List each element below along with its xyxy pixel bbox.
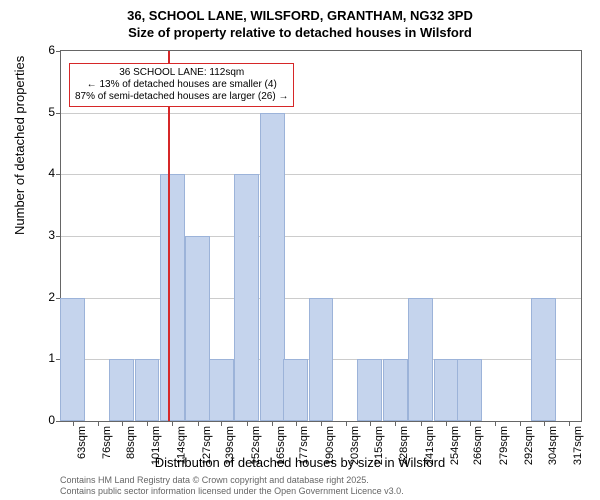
y-tick-label: 5 [48, 105, 55, 119]
y-tick [56, 236, 61, 237]
bar [309, 298, 334, 421]
bar [408, 298, 433, 421]
x-tick [147, 421, 148, 426]
x-tick [495, 421, 496, 426]
chart-container: 36, SCHOOL LANE, WILSFORD, GRANTHAM, NG3… [0, 0, 600, 500]
gridline [61, 236, 581, 237]
x-tick [296, 421, 297, 426]
footer-line2: Contains public sector information licen… [60, 486, 404, 497]
y-tick-label: 4 [48, 166, 55, 180]
x-tick-label: 317sqm [572, 426, 584, 465]
bar [160, 174, 185, 421]
bar [357, 359, 382, 421]
x-tick-label: 88sqm [125, 426, 137, 459]
y-tick-label: 1 [48, 351, 55, 365]
x-tick-label: 292sqm [523, 426, 535, 465]
x-tick-label: 165sqm [275, 426, 287, 465]
annotation-line: 87% of semi-detached houses are larger (… [75, 91, 288, 103]
x-tick-label: 279sqm [498, 426, 510, 465]
x-tick [98, 421, 99, 426]
bar [60, 298, 85, 421]
x-tick-label: 254sqm [449, 426, 461, 465]
bar [434, 359, 459, 421]
x-tick [346, 421, 347, 426]
annotation-line: ← 13% of detached houses are smaller (4) [75, 79, 288, 91]
x-tick-label: 139sqm [224, 426, 236, 465]
x-tick-label: 127sqm [201, 426, 213, 465]
x-tick-label: 101sqm [150, 426, 162, 465]
y-tick [56, 113, 61, 114]
x-tick-label: 228sqm [398, 426, 410, 465]
y-tick-label: 2 [48, 290, 55, 304]
x-tick [395, 421, 396, 426]
annotation-box: 36 SCHOOL LANE: 112sqm← 13% of detached … [69, 63, 294, 107]
bar [260, 113, 285, 421]
bar [185, 236, 210, 421]
y-tick-label: 3 [48, 228, 55, 242]
x-tick [272, 421, 273, 426]
gridline [61, 174, 581, 175]
x-tick-label: 203sqm [349, 426, 361, 465]
y-axis-label: Number of detached properties [12, 56, 27, 235]
x-tick-label: 76sqm [101, 426, 113, 459]
plot-area: 36 SCHOOL LANE: 112sqm← 13% of detached … [60, 50, 582, 422]
bar [283, 359, 308, 421]
x-tick [470, 421, 471, 426]
y-tick [56, 421, 61, 422]
y-tick [56, 174, 61, 175]
x-tick [198, 421, 199, 426]
x-tick [520, 421, 521, 426]
x-tick-label: 63sqm [76, 426, 88, 459]
bar [109, 359, 134, 421]
x-tick [73, 421, 74, 426]
x-tick [370, 421, 371, 426]
bar [383, 359, 408, 421]
bar [135, 359, 160, 421]
bar [457, 359, 482, 421]
chart-title-main: 36, SCHOOL LANE, WILSFORD, GRANTHAM, NG3… [0, 8, 600, 23]
chart-footer: Contains HM Land Registry data © Crown c… [60, 475, 404, 497]
x-tick [446, 421, 447, 426]
x-tick-label: 304sqm [547, 426, 559, 465]
x-tick [569, 421, 570, 426]
y-tick-label: 0 [48, 413, 55, 427]
x-tick [421, 421, 422, 426]
gridline [61, 113, 581, 114]
x-tick-label: 114sqm [175, 426, 187, 464]
footer-line1: Contains HM Land Registry data © Crown c… [60, 475, 404, 486]
x-tick-label: 190sqm [324, 426, 336, 465]
x-tick-label: 266sqm [473, 426, 485, 465]
x-tick [544, 421, 545, 426]
chart-title-sub: Size of property relative to detached ho… [0, 25, 600, 40]
x-tick [321, 421, 322, 426]
bar [209, 359, 234, 421]
x-tick-label: 241sqm [424, 426, 436, 465]
bar [531, 298, 556, 421]
x-tick [247, 421, 248, 426]
x-tick-label: 152sqm [250, 426, 262, 465]
x-tick-label: 177sqm [299, 426, 311, 465]
y-tick [56, 51, 61, 52]
y-tick-label: 6 [48, 43, 55, 57]
x-tick-label: 215sqm [373, 426, 385, 465]
x-tick [122, 421, 123, 426]
x-tick [172, 421, 173, 426]
x-tick [221, 421, 222, 426]
annotation-line: 36 SCHOOL LANE: 112sqm [75, 67, 288, 79]
bar [234, 174, 259, 421]
